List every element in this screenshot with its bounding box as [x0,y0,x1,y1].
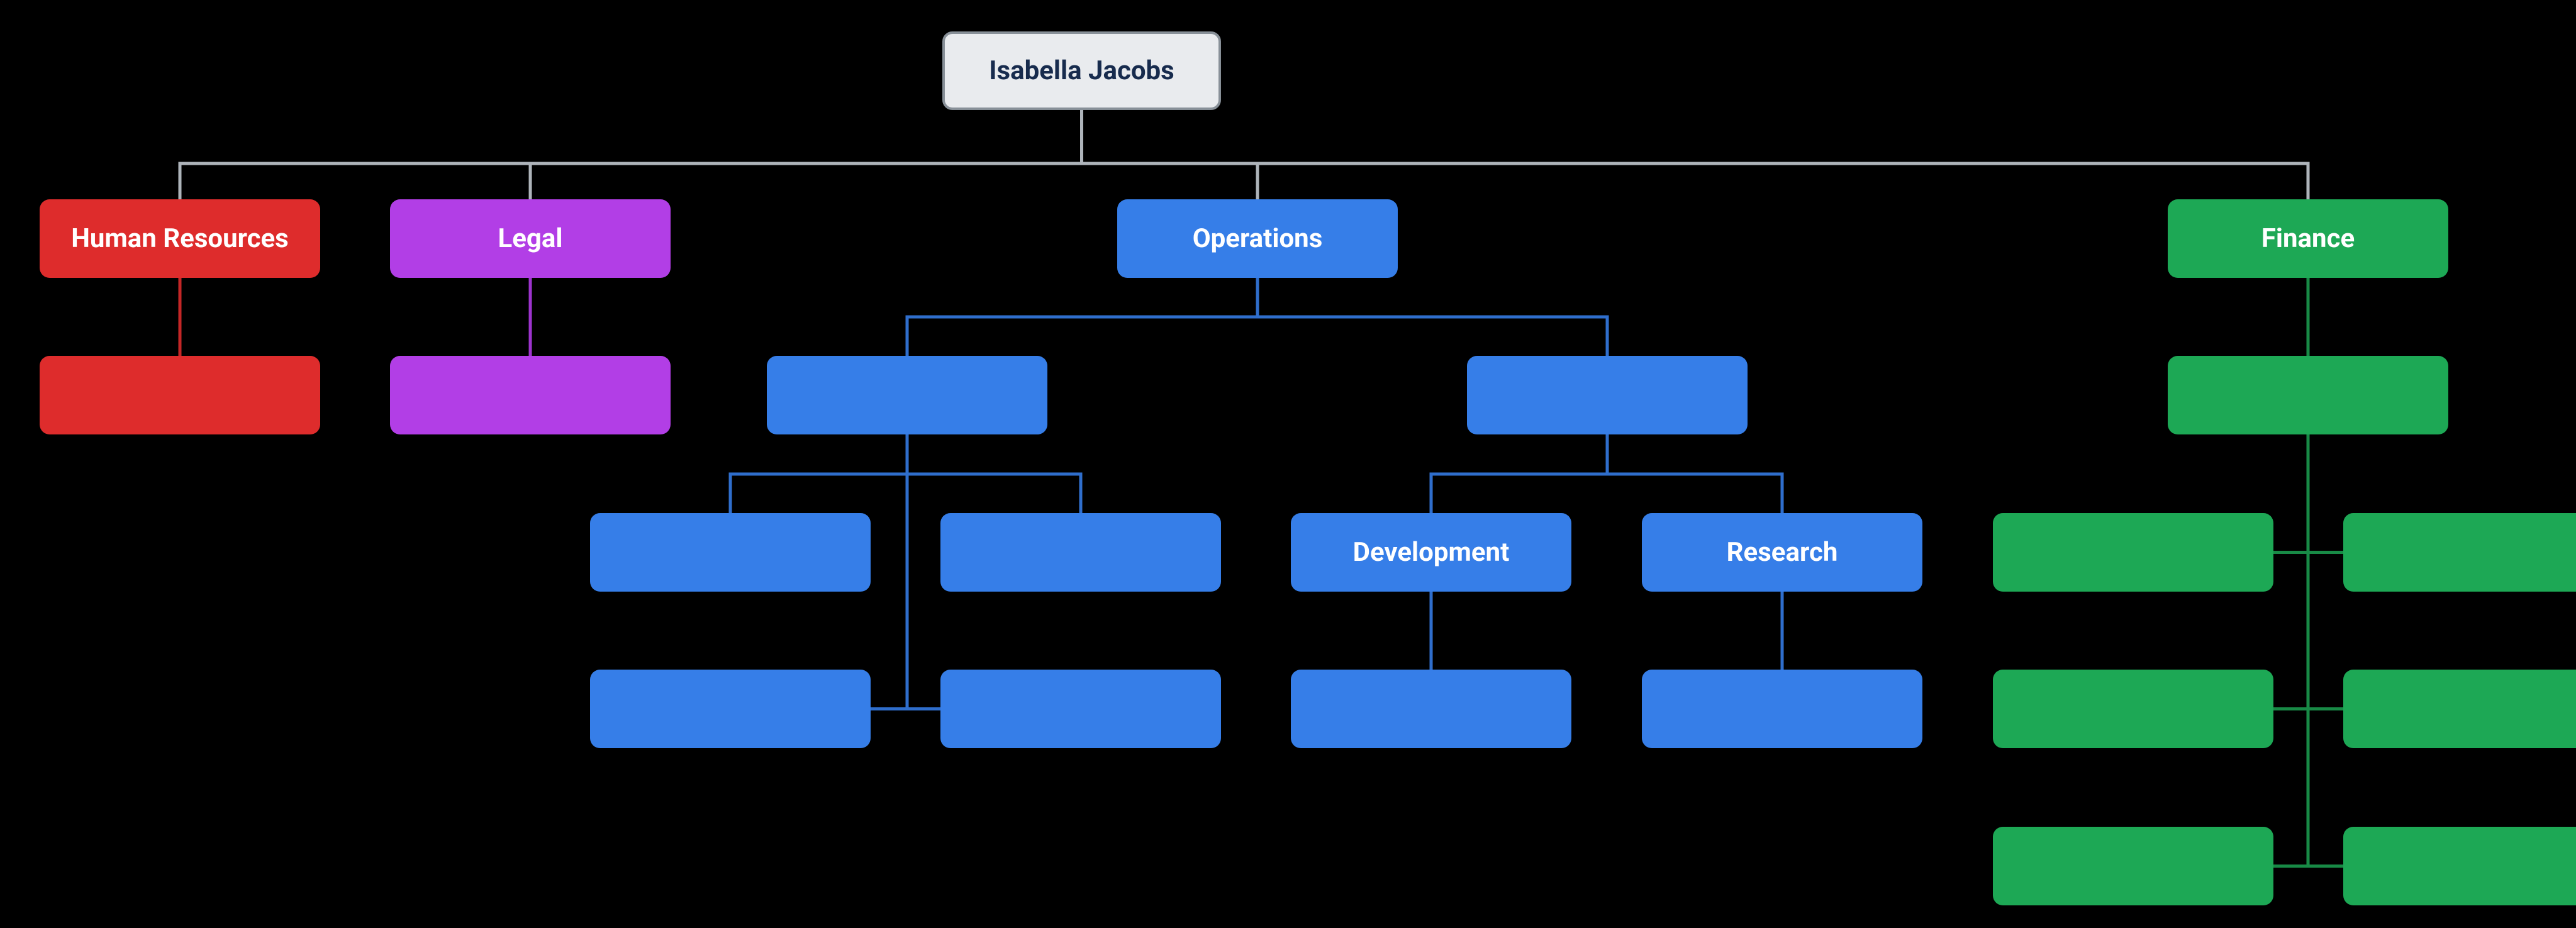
node-ops_a1 [590,513,871,592]
node-dev-label: Development [1353,537,1510,568]
node-fin_a [1993,513,2273,592]
node-ops: Operations [1117,199,1398,278]
node-fin_c [1993,670,2273,748]
node-ops-label: Operations [1193,223,1323,254]
org-chart: Isabella Jacobs Human Resources Legal Opera… [0,0,2576,928]
node-root-label: Isabella Jacobs [989,55,1174,86]
node-fin_f [2343,827,2576,905]
node-legal-label: Legal [498,223,563,254]
node-fin-label: Finance [2261,223,2355,254]
node-res1 [1642,670,1922,748]
node-fin_b [2343,513,2576,592]
node-dev1 [1291,670,1571,748]
node-dev: Development [1291,513,1571,592]
node-hr1 [40,356,320,434]
node-fin_m [2168,356,2448,434]
node-legal: Legal [390,199,671,278]
node-hr: Human Resources [40,199,320,278]
node-hr-label: Human Resources [71,223,289,254]
node-ops_a [767,356,1047,434]
node-ops_a3 [590,670,871,748]
node-res: Research [1642,513,1922,592]
node-fin: Finance [2168,199,2448,278]
org-chart-edges [0,0,2576,928]
node-fin_d [2343,670,2576,748]
node-root: Isabella Jacobs [942,31,1221,110]
node-res-label: Research [1727,537,1838,568]
node-ops_a4 [940,670,1221,748]
node-ops_b [1467,356,1748,434]
node-fin_e [1993,827,2273,905]
node-legal1 [390,356,671,434]
node-ops_a2 [940,513,1221,592]
